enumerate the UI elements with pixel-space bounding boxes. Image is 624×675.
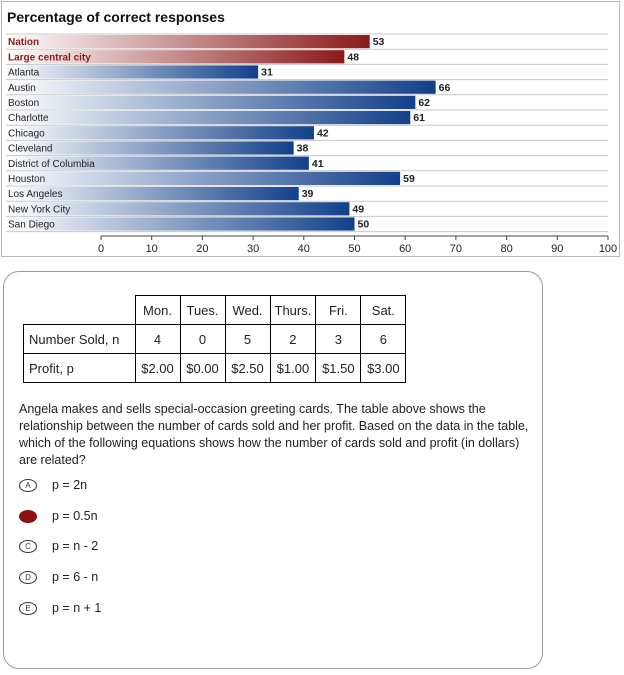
data-table: Mon. Tues. Wed. Thurs. Fri. Sat. Number … <box>23 295 407 383</box>
category-label: Large central city <box>8 52 91 63</box>
chart-title: Percentage of correct responses <box>7 9 225 25</box>
table-cell: $3.00 <box>360 353 407 383</box>
question-text: Angela makes and sells special-occasion … <box>19 402 529 467</box>
bar <box>6 171 401 185</box>
value-label: 38 <box>297 143 309 155</box>
value-label: 66 <box>439 82 451 94</box>
table-cell: 6 <box>360 324 407 354</box>
option-b-text: p = 0.5n <box>52 509 98 523</box>
x-tick-label: 20 <box>196 243 208 255</box>
table-cell: $2.50 <box>224 353 271 383</box>
value-label: 49 <box>352 203 364 215</box>
table-header-cell: Wed. <box>224 295 271 325</box>
bar <box>6 95 416 109</box>
chart-canvas: Percentage of correct responses Nation 53… <box>6 9 617 255</box>
x-tick-label: 0 <box>98 243 104 255</box>
category-label: San Diego <box>8 220 55 231</box>
bar <box>6 217 355 231</box>
value-label: 62 <box>418 97 430 109</box>
x-tick-label: 60 <box>399 243 411 255</box>
x-tick-label: 30 <box>247 243 259 255</box>
bar <box>6 111 411 125</box>
option-b[interactable]: B p = 0.5n <box>19 506 98 526</box>
bar <box>6 65 259 79</box>
category-label: Charlotte <box>8 113 49 124</box>
table-row-label: Number Sold, n <box>23 324 136 354</box>
category-label: Atlanta <box>8 68 40 79</box>
category-label: New York City <box>8 204 70 215</box>
option-b-bubble[interactable]: B <box>19 509 37 523</box>
category-label: Cleveland <box>8 144 52 155</box>
value-label: 31 <box>261 67 273 79</box>
bar-chart: Percentage of correct responses Nation 53… <box>0 0 624 262</box>
value-label: 50 <box>358 219 370 231</box>
bar <box>6 141 294 155</box>
value-label: 48 <box>347 51 359 63</box>
table-header-cell: Thurs. <box>269 295 317 325</box>
x-tick-label: 50 <box>348 243 360 255</box>
option-c-text: p = n - 2 <box>52 539 99 553</box>
x-tick-label: 40 <box>298 243 310 255</box>
option-a-text: p = 2n <box>52 478 88 492</box>
bar <box>6 35 370 49</box>
table-row: Profit, p $2.00 $0.00 $2.50 $1.00 $1.50 … <box>23 353 407 383</box>
table-cell: 0 <box>179 324 226 354</box>
value-label: 61 <box>413 112 425 124</box>
option-c-bubble[interactable]: C <box>19 539 37 553</box>
bar <box>6 126 314 140</box>
value-label: 41 <box>312 158 324 170</box>
table-cell: 3 <box>315 324 362 354</box>
option-c[interactable]: C p = n - 2 <box>19 536 98 556</box>
table-header-cell: Sat. <box>360 295 407 325</box>
table-cell: $1.50 <box>315 353 362 383</box>
category-label: Houston <box>8 174 45 185</box>
bar <box>6 156 309 170</box>
table-cell: $0.00 <box>179 353 226 383</box>
bar <box>6 187 299 201</box>
table-header-cell: Mon. <box>134 295 181 325</box>
table-row: Number Sold, n 4 0 5 2 3 6 <box>23 324 407 354</box>
option-d-text: p = 6 - n <box>52 570 99 584</box>
x-tick-label: 100 <box>599 243 617 255</box>
x-tick-label: 70 <box>450 243 462 255</box>
value-label: 53 <box>373 36 385 48</box>
x-tick-label: 10 <box>146 243 158 255</box>
table-corner-cell <box>23 295 136 325</box>
table-cell: 4 <box>134 324 181 354</box>
table-row-label: Profit, p <box>23 353 136 383</box>
category-label: District of Columbia <box>8 159 95 170</box>
table-header-row: Mon. Tues. Wed. Thurs. Fri. Sat. <box>23 295 407 325</box>
category-label: Chicago <box>8 128 45 139</box>
option-d[interactable]: D p = 6 - n <box>19 567 98 587</box>
x-tick-label: 80 <box>500 243 512 255</box>
option-e[interactable]: E p = n + 1 <box>19 598 101 618</box>
bar <box>6 202 350 216</box>
category-label: Boston <box>8 98 39 109</box>
option-a-bubble[interactable]: A <box>19 478 37 492</box>
table-cell: 2 <box>269 324 317 354</box>
x-tick-label: 90 <box>551 243 563 255</box>
option-e-bubble[interactable]: E <box>19 601 37 615</box>
table-cell: $1.00 <box>269 353 317 383</box>
option-a[interactable]: A p = 2n <box>19 475 87 495</box>
value-label: 39 <box>302 188 314 200</box>
option-d-bubble[interactable]: D <box>19 570 37 584</box>
question-card: Mon. Tues. Wed. Thurs. Fri. Sat. Number … <box>3 271 543 669</box>
bar <box>6 50 345 64</box>
bar <box>6 80 436 94</box>
option-e-text: p = n + 1 <box>52 601 102 615</box>
value-label: 59 <box>403 173 415 185</box>
category-label: Austin <box>8 83 36 94</box>
value-label: 42 <box>317 127 329 139</box>
table-cell: $2.00 <box>134 353 181 383</box>
table-header-cell: Tues. <box>179 295 226 325</box>
category-label: Nation <box>8 37 39 48</box>
table-cell: 5 <box>224 324 271 354</box>
table-header-cell: Fri. <box>315 295 362 325</box>
category-label: Los Angeles <box>8 189 63 200</box>
